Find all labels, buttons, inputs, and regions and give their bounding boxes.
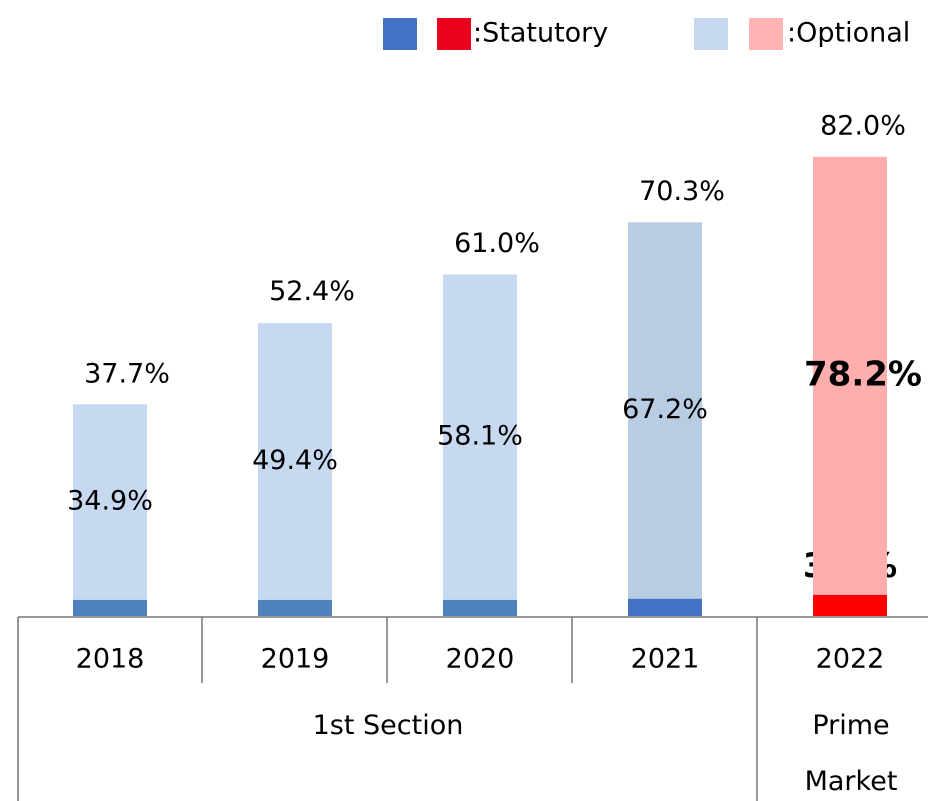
legend-swatch [694,18,728,50]
total-label: 37.7% [84,358,170,389]
total-label: 52.4% [269,276,355,307]
group-label: 1st Section [312,710,464,741]
x-tick-label: 2022 [816,644,885,675]
legend-swatch [437,18,471,50]
bar-segment [443,274,517,600]
bar-segment [73,404,147,600]
legend-label: :Optional [787,18,910,49]
total-label: 82.0% [820,110,906,141]
legend-swatch [383,18,417,50]
data-label: 34.9% [67,486,153,517]
bar-segment [443,599,517,616]
bar-segment [258,323,332,600]
bar-segment [628,222,702,599]
bar-segment [813,594,887,616]
data-label: 49.4% [252,445,338,476]
x-tick-label: 2019 [261,644,330,675]
bar-segment [813,156,887,595]
group-label: Prime Market [804,710,898,797]
data-label: 78.2% [804,354,922,394]
data-label: 67.2% [622,394,708,425]
x-tick-label: 2018 [76,644,145,675]
bar-segment [258,599,332,616]
total-label: 61.0% [454,228,540,259]
bar-segment [628,598,702,616]
bar-segment [73,599,147,616]
data-label: 58.1% [437,421,523,452]
axis-table [17,616,928,801]
x-tick-label: 2020 [446,644,515,675]
legend-swatch [749,18,783,50]
total-label: 70.3% [639,176,725,207]
x-tick-label: 2021 [631,644,700,675]
legend-label: :Statutory [473,18,608,49]
